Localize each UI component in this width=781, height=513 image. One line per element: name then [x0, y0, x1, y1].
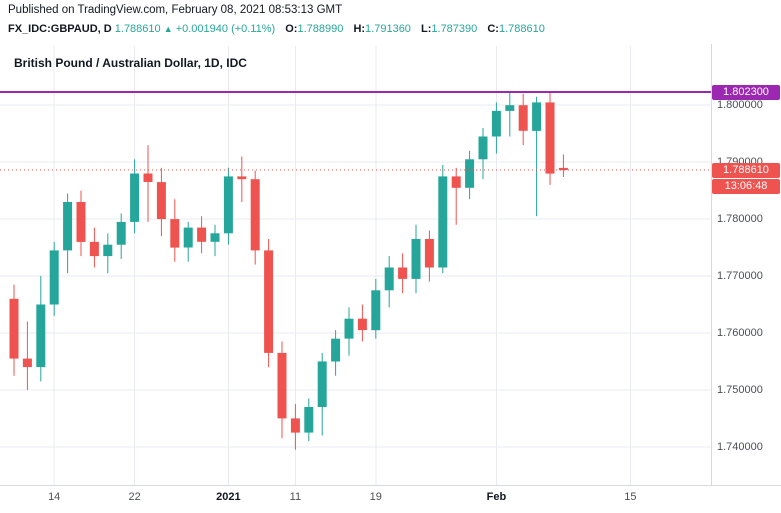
candle-body	[183, 227, 193, 248]
bar-countdown-badge: 13:06:48	[712, 178, 780, 194]
candle-body	[116, 221, 126, 245]
candle-body	[411, 239, 421, 279]
open-value: 1.788990	[297, 23, 344, 35]
symbol-legend: FX_IDC:GBPAUD, D 1.788610 ▲ +0.001940 (+…	[8, 23, 545, 35]
candle-body	[465, 159, 475, 188]
candle-body	[103, 244, 113, 257]
last-price-badge: 1.788610	[712, 162, 780, 178]
chart-title: British Pound / Australian Dollar, 1D, I…	[14, 56, 247, 70]
last-price: 1.788610	[114, 23, 161, 35]
candle-body	[290, 418, 300, 433]
candle-body	[76, 202, 86, 242]
candle-body	[9, 298, 19, 359]
candle-body	[304, 407, 314, 433]
time-tick-label: 2021	[216, 491, 241, 503]
time-tick-label: 11	[289, 491, 302, 503]
candle-body	[197, 227, 207, 242]
low-value: 1.787390	[431, 23, 478, 35]
price-tick-label: 1.780000	[717, 213, 763, 226]
candle-body	[478, 136, 488, 160]
time-tick-label: Feb	[486, 491, 507, 503]
candle-body	[130, 173, 140, 222]
high-value: 1.791360	[365, 23, 411, 35]
candle-body	[277, 352, 287, 419]
close-label: C:	[487, 23, 499, 35]
candle-body	[384, 267, 394, 291]
candle-body	[558, 167, 568, 171]
candle-body	[170, 219, 180, 248]
candle-body	[518, 105, 528, 131]
candle-body	[491, 110, 501, 137]
candle-body	[317, 361, 327, 407]
candle-body	[49, 250, 59, 305]
candle-body	[63, 202, 73, 251]
change-up-arrow-icon: ▲	[163, 24, 173, 34]
symbol-name[interactable]: FX_IDC:GBPAUD, D	[8, 23, 112, 35]
candle-body	[371, 290, 381, 331]
price-tick-label: 1.770000	[717, 270, 763, 283]
time-tick-label: 22	[128, 491, 141, 503]
open-label: O:	[285, 23, 298, 35]
candle-body	[210, 233, 220, 242]
candle-body	[264, 250, 274, 353]
price-tick-label: 1.800000	[717, 99, 763, 112]
candle-body	[505, 105, 515, 111]
low-label: L:	[421, 23, 432, 35]
candle-body	[250, 179, 260, 251]
candle-body	[357, 318, 367, 331]
level-price-badge: 1.802300	[712, 84, 780, 100]
candle-body	[143, 173, 153, 182]
candle-body	[545, 102, 555, 174]
candle-body	[223, 176, 233, 234]
time-tick-label: 15	[624, 491, 637, 503]
candle-body	[398, 267, 408, 279]
price-change: +0.001940 (+0.11%)	[175, 23, 276, 35]
time-tick-label: 14	[48, 491, 61, 503]
price-tick-label: 1.760000	[717, 326, 763, 339]
candle-body	[438, 176, 448, 268]
candle-body	[532, 102, 542, 131]
price-tick-label: 1.750000	[717, 383, 763, 396]
candle-body	[36, 304, 46, 368]
candle-body	[331, 338, 341, 362]
candle-body	[451, 176, 461, 188]
candle-body	[424, 239, 434, 268]
price-tick-label: 1.740000	[717, 440, 763, 453]
close-value: 1.788610	[498, 23, 545, 35]
time-tick-label: 19	[369, 491, 382, 503]
candle-body	[22, 358, 32, 368]
candle-body	[237, 176, 247, 180]
published-caption: Published on TradingView.com, February 0…	[8, 4, 343, 16]
candle-body	[89, 241, 99, 257]
candle-body	[344, 318, 354, 339]
high-label: H:	[353, 23, 366, 35]
candle-body	[156, 182, 166, 220]
